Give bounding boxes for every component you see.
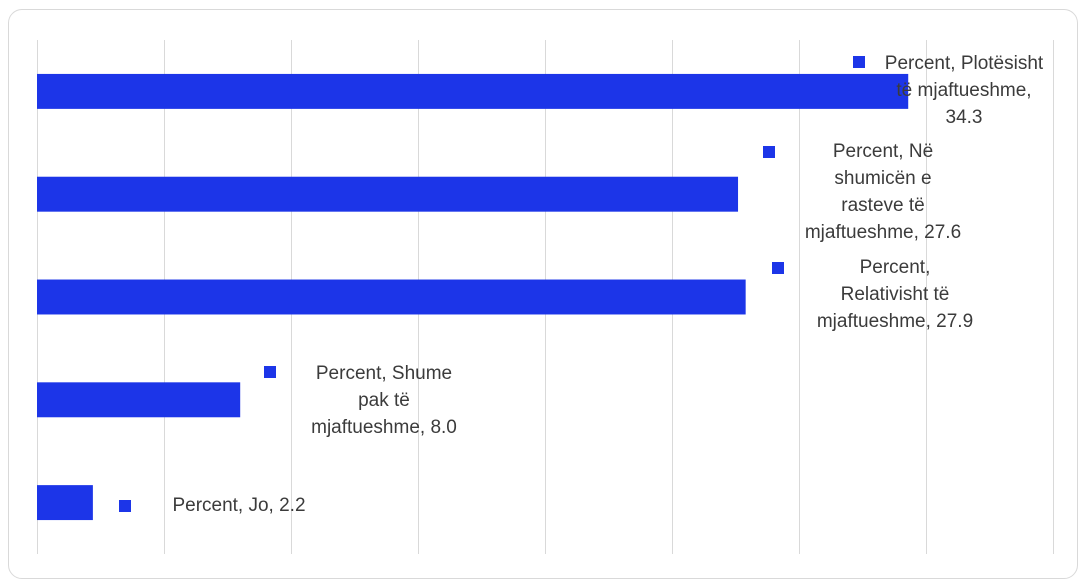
bar-4 bbox=[37, 485, 93, 521]
data-label-0: Percent, Plotësisht të mjaftueshme, 34.3 bbox=[853, 50, 1075, 131]
data-label-1-line-1: shumicën e bbox=[834, 168, 932, 189]
data-label-0-line-0: Percent, Plotësisht bbox=[884, 53, 1044, 74]
data-label-1-line-2: rasteve të bbox=[841, 195, 925, 216]
data-label-1-line-0: Percent, Në bbox=[832, 141, 934, 162]
data-label-4: Percent, Jo, 2.2 bbox=[139, 492, 339, 519]
bar-2 bbox=[37, 279, 746, 315]
data-label-key-4 bbox=[119, 500, 131, 512]
data-label-1: Percent, Në shumicën e rasteve të mjaftuesh… bbox=[778, 138, 988, 246]
data-label-3-line-0: Percent, Shume bbox=[315, 363, 453, 384]
data-label-3: Percent, Shume pak të mjaftueshme, 8.0 bbox=[284, 360, 484, 441]
data-label-key-3 bbox=[264, 366, 276, 378]
bar-0 bbox=[37, 73, 909, 109]
data-label-0-line-1: të mjaftueshme, bbox=[896, 80, 1032, 101]
data-label-4-line-0: Percent, Jo, 2.2 bbox=[172, 495, 306, 516]
bar-3 bbox=[37, 382, 241, 418]
data-label-key-0 bbox=[853, 56, 865, 68]
data-label-2-line-1: Relativisht të bbox=[840, 284, 950, 305]
data-label-2-line-2: mjaftueshme, 27.9 bbox=[816, 311, 974, 332]
data-label-3-line-1: pak të bbox=[358, 390, 410, 411]
data-label-key-1 bbox=[763, 146, 775, 158]
bar-1 bbox=[37, 176, 739, 212]
data-label-1-line-3: mjaftueshme, 27.6 bbox=[804, 222, 962, 243]
data-label-2: Percent, Relativisht të mjaftueshme, 27.9 bbox=[790, 254, 1000, 335]
data-label-0-line-2: 34.3 bbox=[945, 107, 983, 128]
data-label-2-line-0: Percent, bbox=[859, 257, 931, 278]
data-label-3-line-2: mjaftueshme, 8.0 bbox=[311, 417, 457, 438]
data-label-key-2 bbox=[772, 262, 784, 274]
